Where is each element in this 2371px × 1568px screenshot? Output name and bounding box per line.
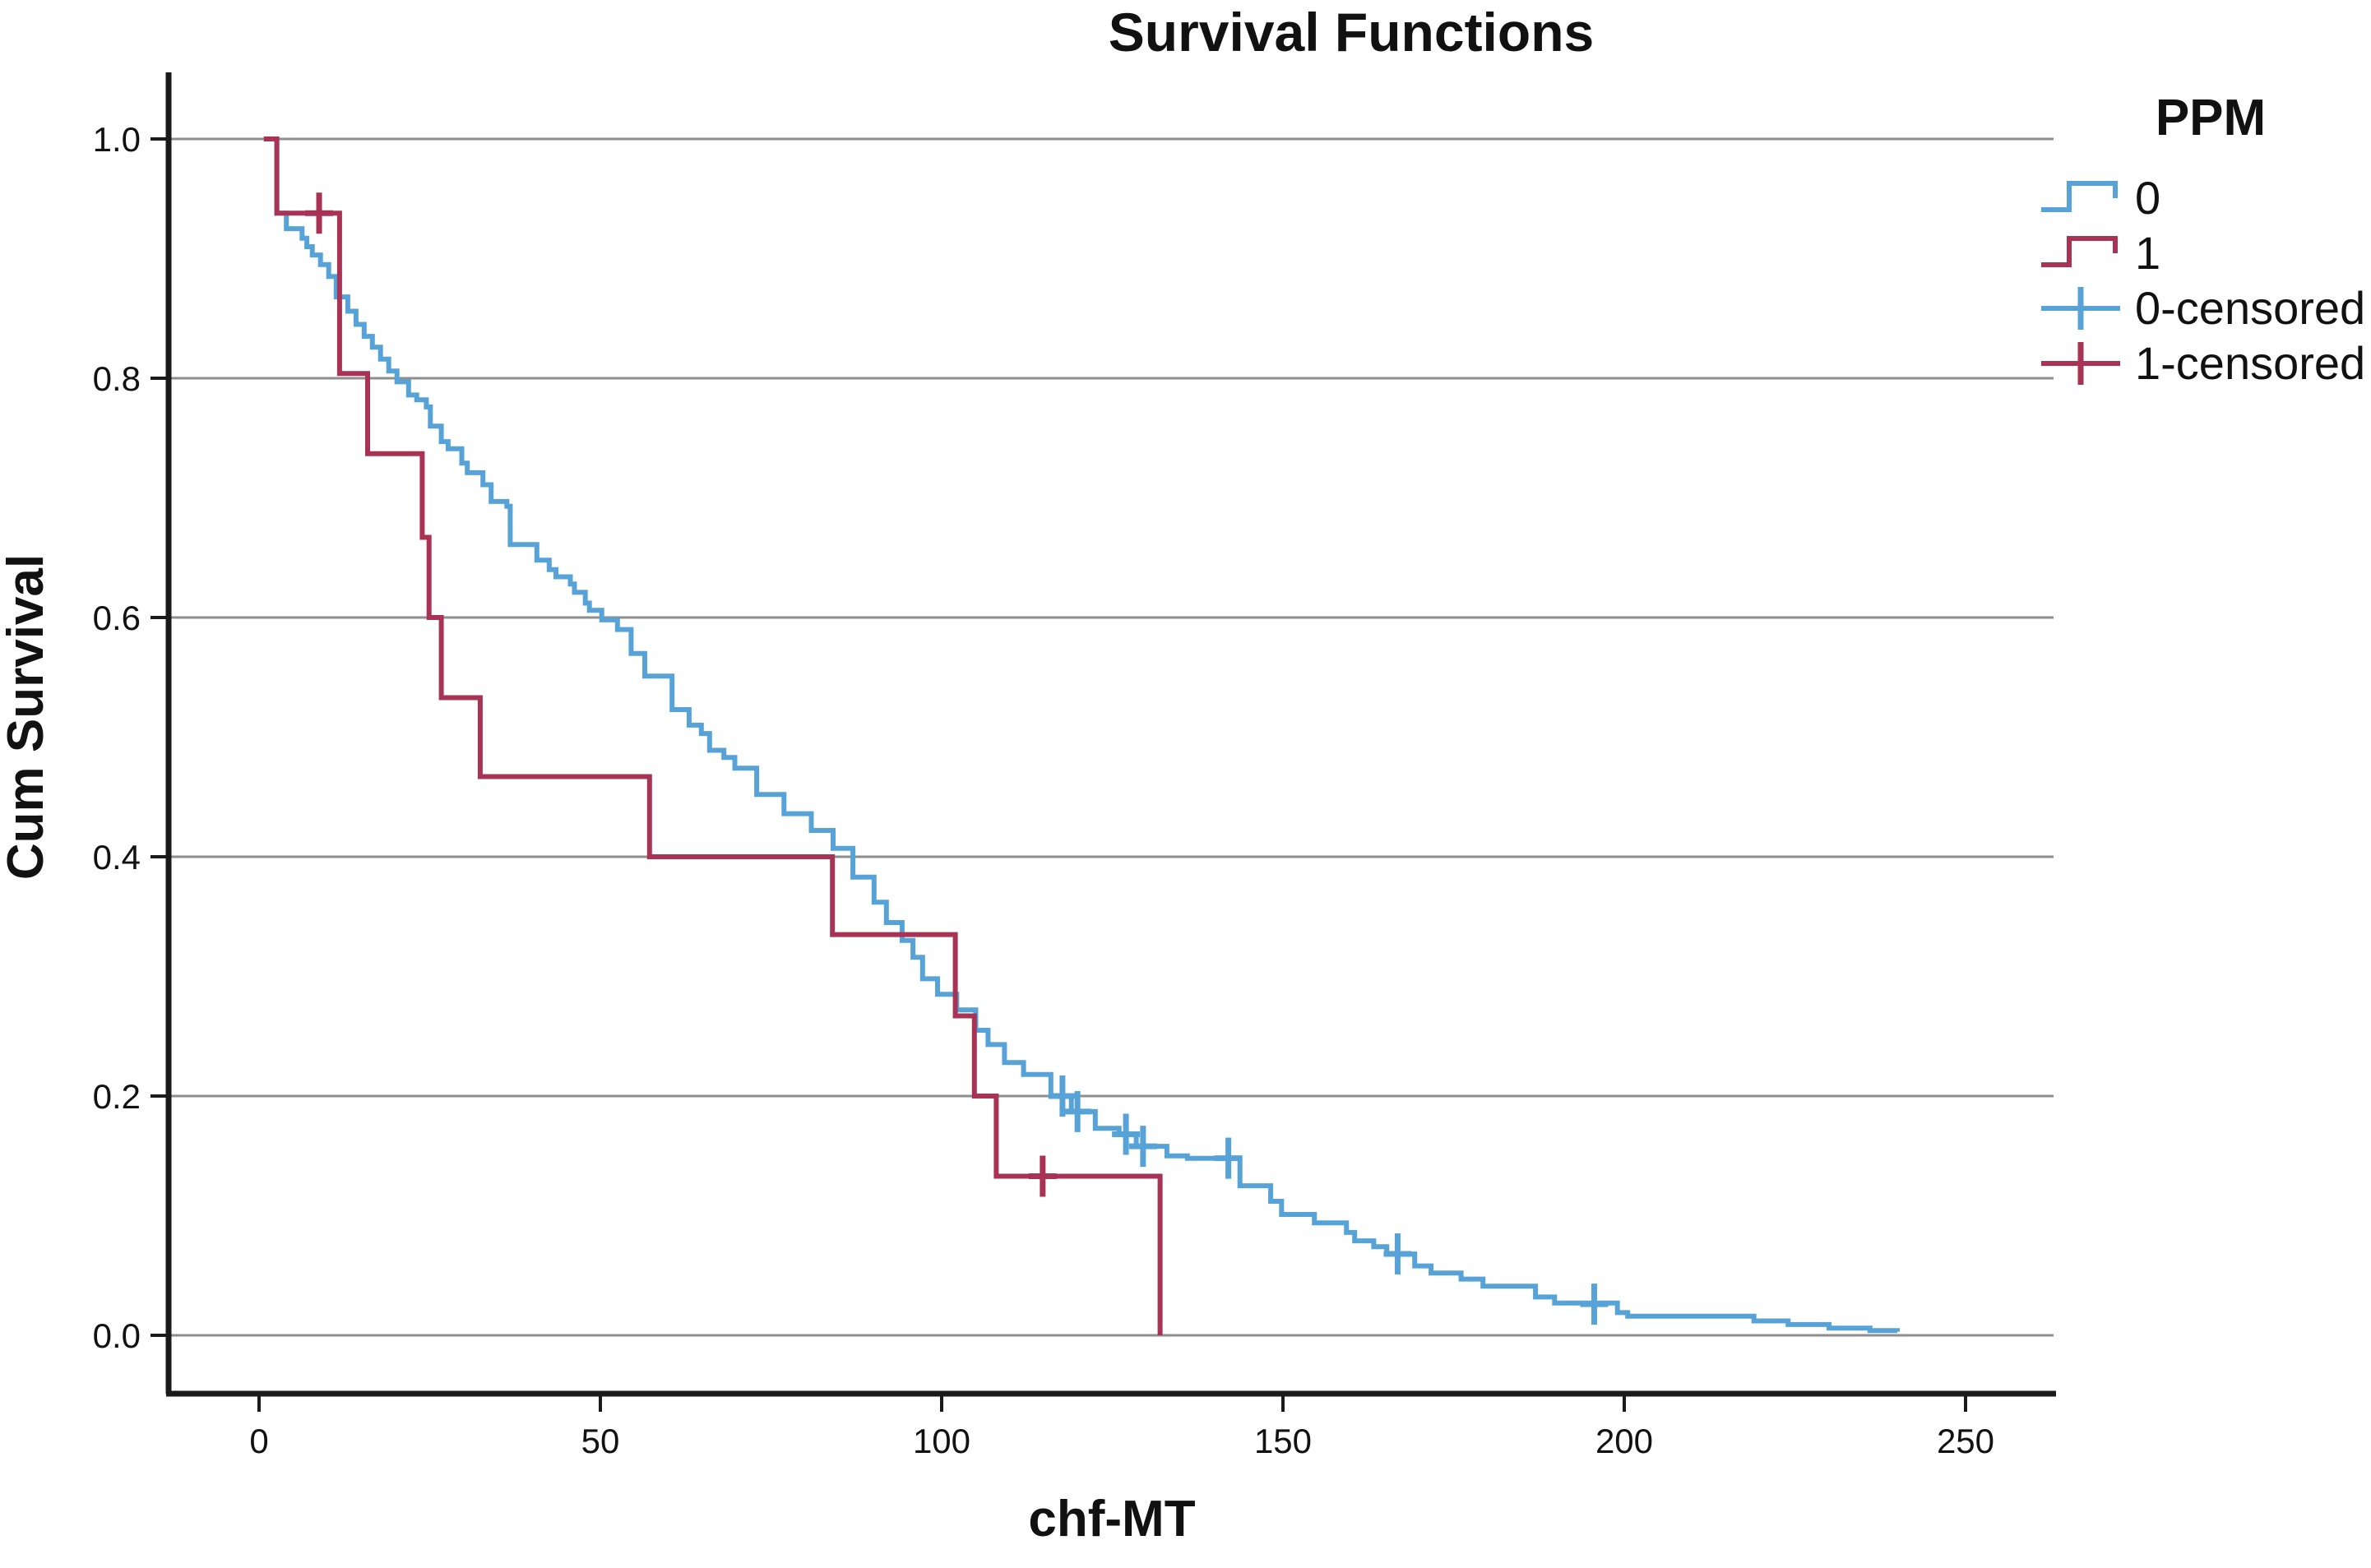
x-tick-label: 250 [1937,1422,1994,1460]
censor-plus-icon [2041,286,2120,330]
legend-item-group0-censored: 0-censored [2038,280,2371,335]
x-tick-label: 200 [1595,1422,1653,1460]
x-tick-label: 150 [1254,1422,1312,1460]
legend-label: 1-censored [2135,336,2366,389]
y-tick-label: 0.8 [93,359,141,398]
x-tick-label: 50 [581,1422,620,1460]
chart-title: Survival Functions [1109,2,1594,62]
x-tick-label: 100 [913,1422,970,1460]
legend-item-group1-censored: 1-censored [2038,335,2371,391]
axes [151,72,2056,1412]
survival-curve-group-0 [263,136,1900,1334]
survival-curve-group-1 [263,136,1163,1335]
y-tick-label: 1.0 [93,120,141,159]
censor-plus-icon [2041,341,2120,385]
legend-label: 0 [2135,171,2161,224]
legend-label: 1 [2135,226,2161,279]
y-tick-label: 0.4 [93,838,141,877]
step-line-icon [2041,235,2118,267]
y-axis-title: Cum Survival [0,554,54,880]
censor-marks [305,192,1609,1325]
x-tick-label: 0 [249,1422,268,1460]
legend-label: 0-censored [2135,281,2366,334]
y-tick-label: 0.0 [93,1316,141,1355]
x-axis-title: chf-MT [1028,1491,1195,1547]
legend: PPM 0 1 0-censored 1-censor [2038,89,2371,391]
survival-curves [263,136,1900,1335]
step-line-icon [2041,180,2118,212]
legend-item-group0: 0 [2038,170,2371,225]
legend-title: PPM [2155,90,2267,146]
gridlines [169,137,2054,1337]
y-tick-label: 0.2 [93,1077,141,1116]
y-tick-label: 0.6 [93,599,141,637]
tick-labels: 0.0 0.2 0.4 0.6 0.8 1.0 0 50 100 150 200 250 [93,120,1994,1460]
legend-item-group1: 1 [2038,225,2371,280]
